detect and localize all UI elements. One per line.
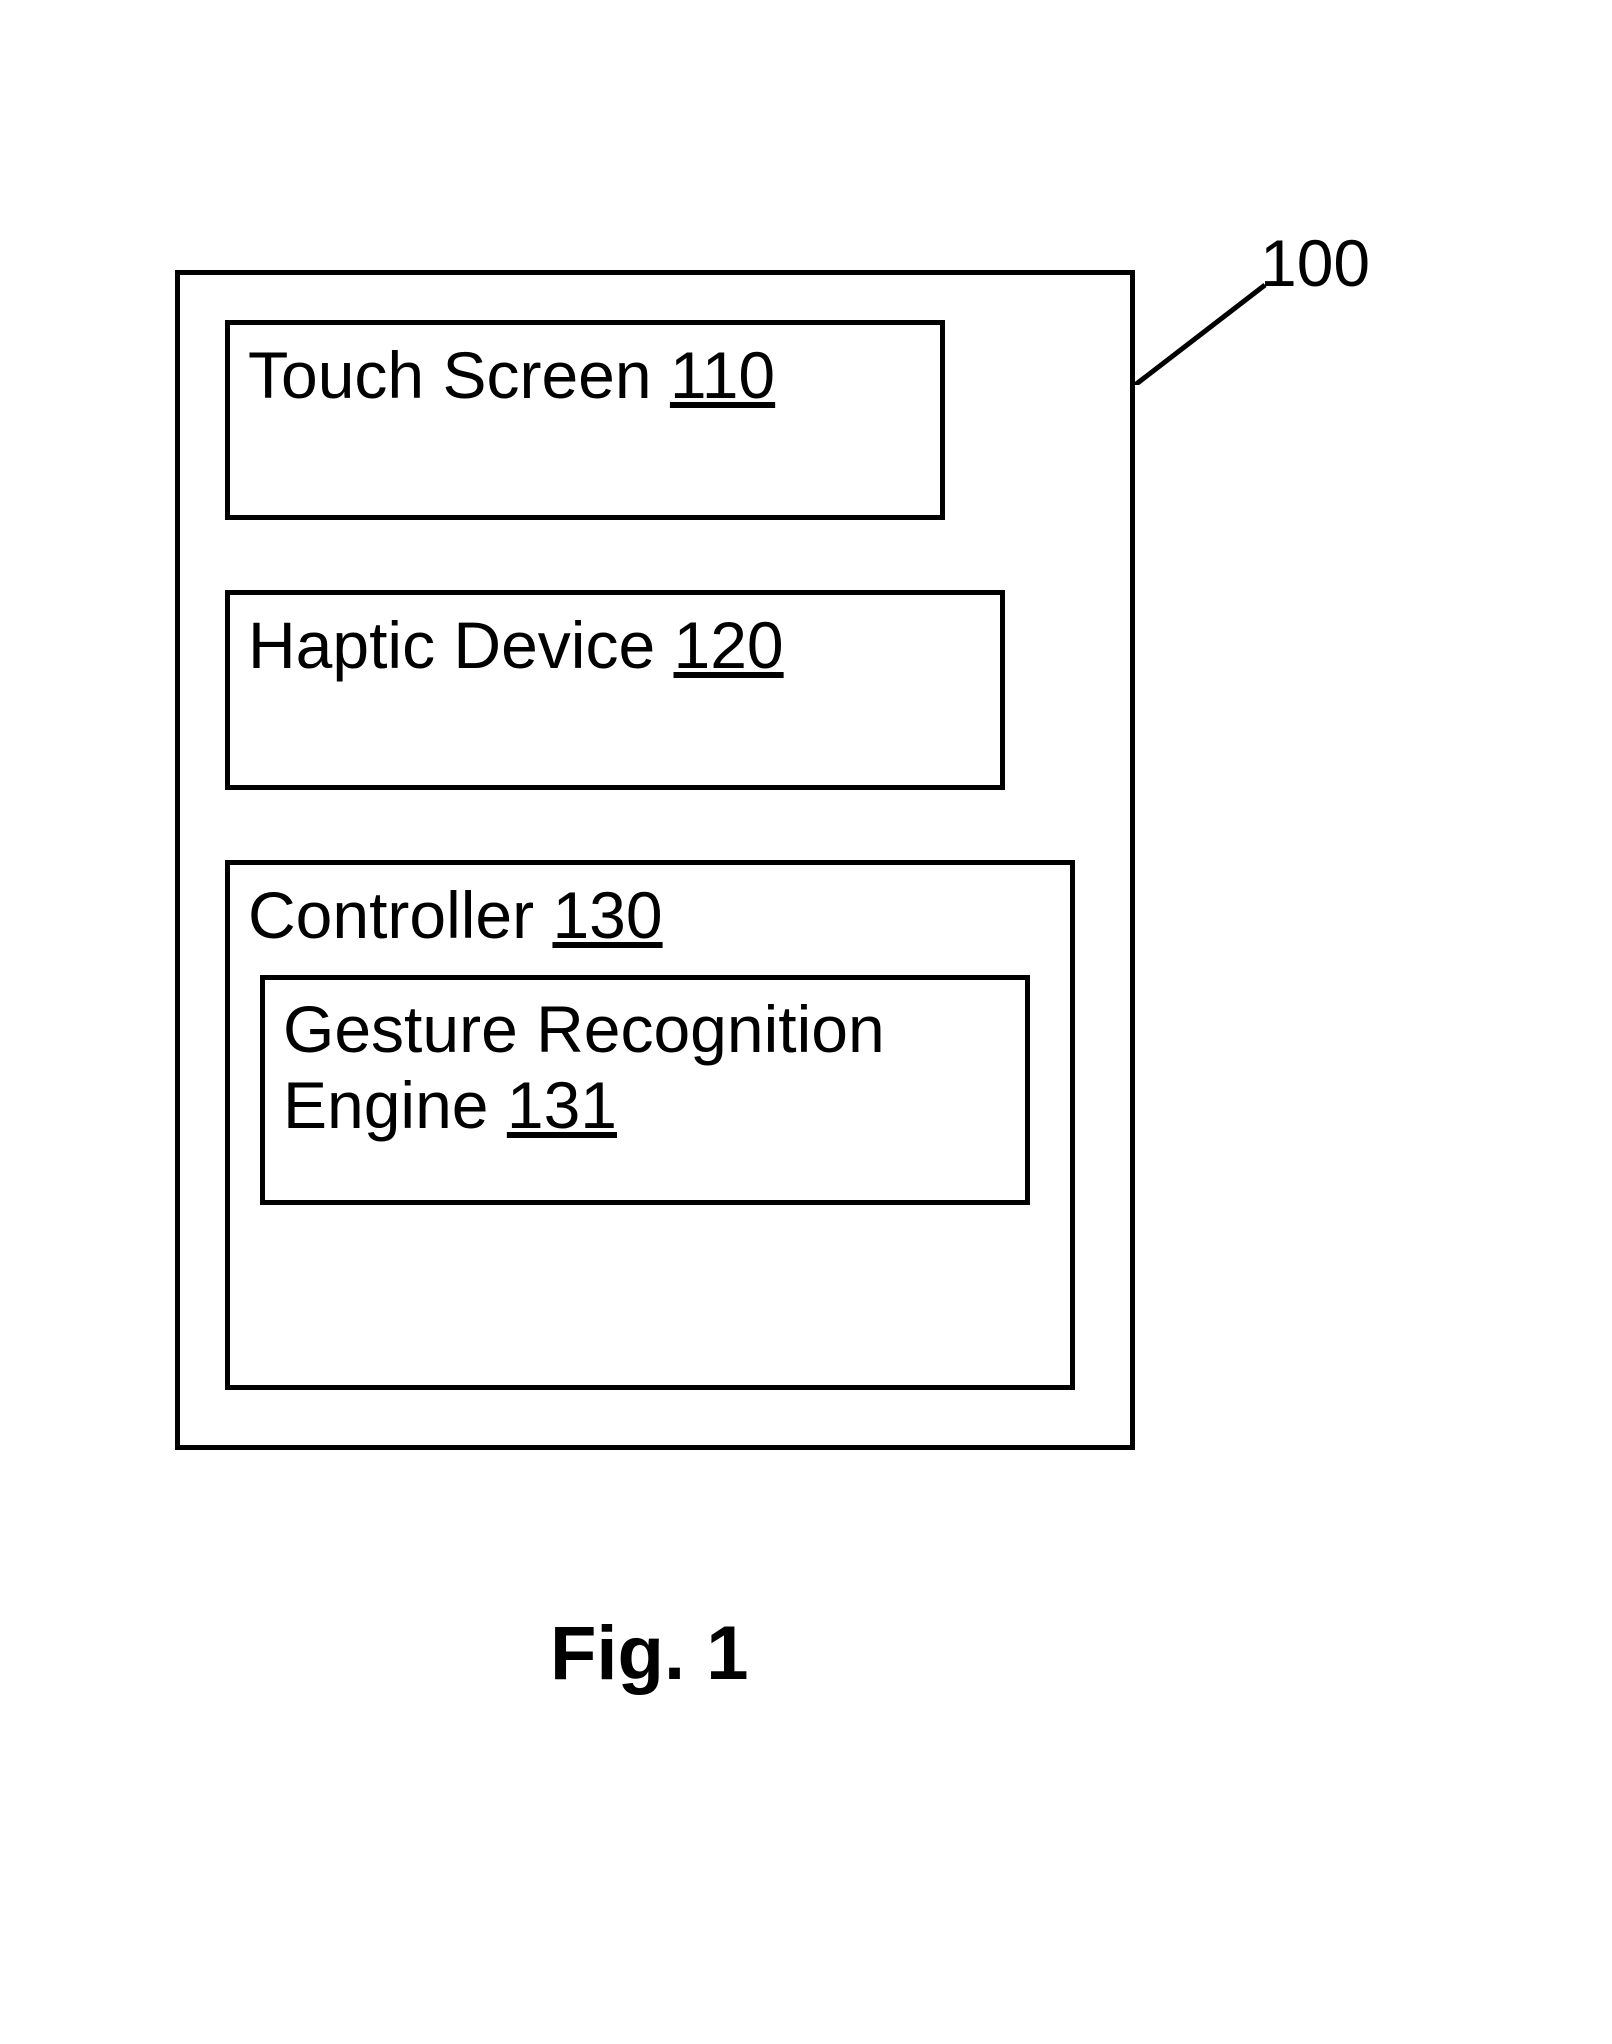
touch-screen-ref: 110 — [670, 338, 775, 412]
controller-text: Controller — [248, 878, 534, 952]
outer-ref-leader-line — [1135, 275, 1275, 385]
haptic-device-ref: 120 — [674, 608, 784, 682]
controller-block: Controller 130 Gesture Recognition Engin… — [225, 860, 1075, 1390]
figure-caption-text: Fig. 1 — [550, 1611, 748, 1696]
touch-screen-label: Touch Screen 110 — [248, 338, 775, 412]
outer-ref-text: 100 — [1260, 226, 1370, 300]
controller-ref: 130 — [552, 878, 662, 952]
haptic-device-label: Haptic Device 120 — [248, 608, 784, 682]
haptic-device-text: Haptic Device — [248, 608, 655, 682]
touch-screen-text: Touch Screen — [248, 338, 652, 412]
gesture-engine-block: Gesture Recognition Engine 131 — [260, 975, 1030, 1205]
figure-caption: Fig. 1 — [550, 1610, 748, 1697]
gesture-engine-label: Gesture Recognition Engine 131 — [283, 992, 1007, 1144]
haptic-device-block: Haptic Device 120 — [225, 590, 1005, 790]
controller-label: Controller 130 — [248, 878, 663, 952]
gesture-engine-line1: Gesture Recognition — [283, 992, 885, 1066]
gesture-engine-ref: 131 — [507, 1068, 617, 1142]
gesture-engine-line2: Engine — [283, 1068, 489, 1142]
outer-ref-label: 100 — [1260, 225, 1370, 301]
touch-screen-block: Touch Screen 110 — [225, 320, 945, 520]
outer-container: Touch Screen 110 Haptic Device 120 Contr… — [175, 270, 1135, 1450]
